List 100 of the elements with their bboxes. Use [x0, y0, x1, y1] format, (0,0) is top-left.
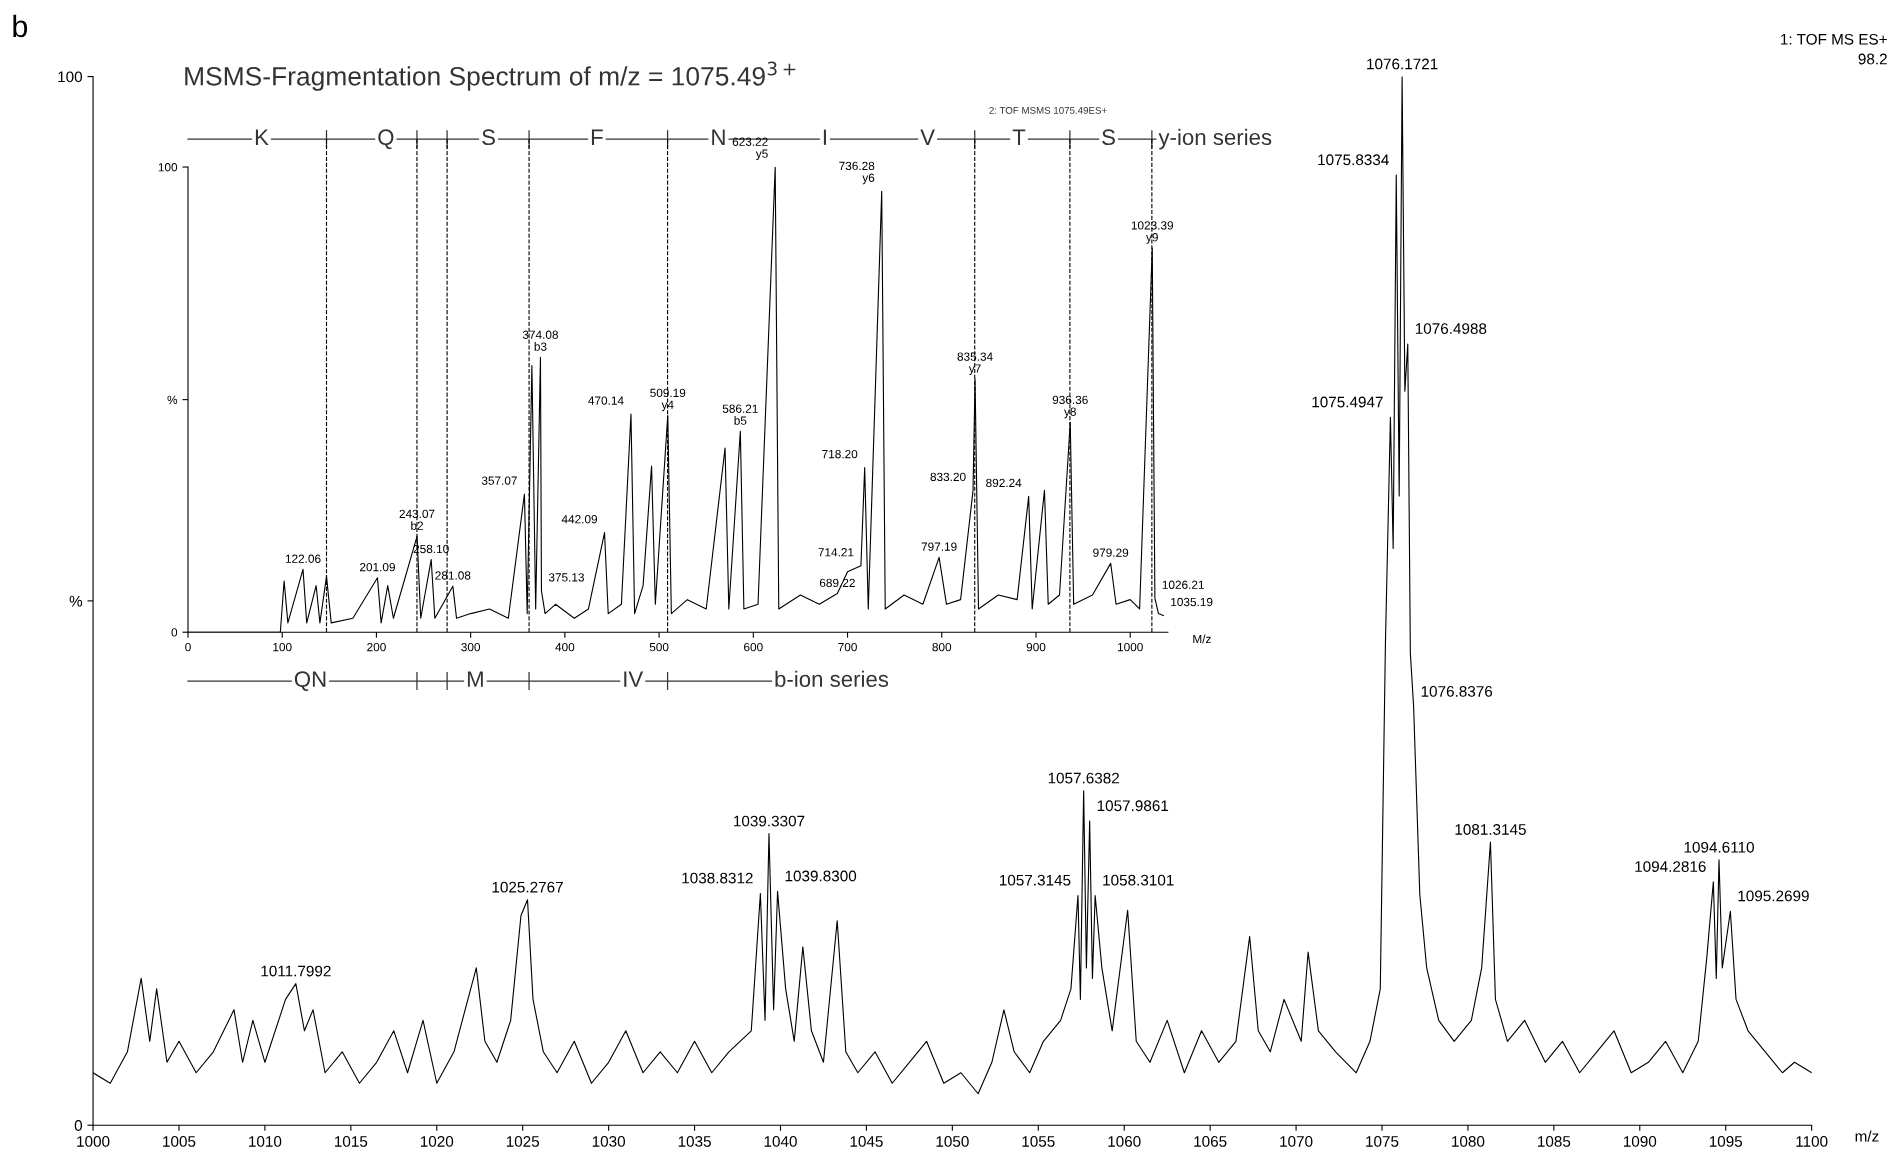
x-tick-label: 1000 — [1117, 642, 1143, 652]
x-tick-label: 1075 — [1366, 1136, 1399, 1147]
annotation: 1026.21 — [1162, 580, 1204, 589]
x-axis-title: m/z — [1855, 1130, 1879, 1142]
x-tick-label: 1050 — [936, 1136, 969, 1147]
x-tick-label: 1070 — [1280, 1136, 1313, 1147]
annotation: 586.21 b5 — [722, 404, 758, 425]
x-tick-label: 1010 — [249, 1136, 282, 1147]
x-tick-label: 900 — [1026, 642, 1046, 652]
annotation: 1057.3145 — [999, 874, 1071, 886]
annotation: 509.19 y4 — [650, 388, 686, 412]
x-tick-label: 100 — [273, 642, 292, 652]
annotation: 835.34 y7 — [957, 352, 993, 375]
annotation: 1058.3101 — [1103, 874, 1174, 886]
annotation: 892.24 — [986, 478, 1022, 488]
annotation: QN — [294, 671, 326, 691]
x-tick-label: 1060 — [1108, 1136, 1141, 1147]
x-tick-label: 1025 — [506, 1136, 540, 1147]
annotation: 718.20 — [822, 449, 858, 459]
annotation: 2: TOF MSMS 1075.49ES+ — [989, 106, 1107, 114]
annotation: 1076.8376 — [1421, 686, 1493, 697]
text: 98.2 — [1858, 53, 1887, 65]
annotation: 1039.8300 — [785, 870, 857, 882]
annotation: 243.07 b2 — [399, 509, 435, 530]
x-tick-label: 1095 — [1709, 1136, 1743, 1147]
y-tick-label: 0 — [74, 1120, 83, 1131]
x-tick-label: 1040 — [764, 1136, 797, 1147]
x-tick-label: 1055 — [1022, 1136, 1055, 1147]
annotation: 736.28 y6 — [839, 161, 875, 185]
x-tick-label: 1015 — [335, 1136, 368, 1147]
annotation: 1075.8334 — [1318, 154, 1389, 166]
x-tick-label: 0 — [185, 642, 191, 652]
annotation: N — [712, 129, 725, 145]
annotation: 357.07 — [481, 476, 517, 485]
x-tick-label: 1035 — [678, 1136, 711, 1147]
annotation: b-ion series — [775, 670, 889, 688]
annotation: F — [591, 129, 603, 145]
annotation: y-ion series — [1158, 128, 1272, 150]
annotation: K — [255, 129, 269, 145]
annotation: 1057.6382 — [1048, 772, 1119, 784]
x-tick-label: 500 — [649, 642, 669, 652]
x-tick-label: 300 — [461, 642, 481, 652]
x-tick-label: 700 — [838, 642, 857, 652]
text: b — [13, 14, 28, 38]
x-tick-label: 1065 — [1194, 1136, 1227, 1147]
y-tick-label: % — [167, 395, 178, 404]
annotation: 1076.1721 — [1367, 58, 1438, 70]
annotation: 623.22 y5 — [732, 137, 768, 161]
annotation: 1038.8312 — [682, 872, 753, 884]
annotation: 1081.3145 — [1455, 824, 1526, 835]
y-tick-label: 100 — [58, 71, 83, 83]
annotation: 1035.19 — [1171, 597, 1213, 607]
text: 1: TOF MS ES+ — [1781, 33, 1887, 45]
x-tick-label: 1100 — [1796, 1136, 1828, 1147]
x-axis-title: M/z — [1193, 634, 1211, 644]
annotation: 1011.7992 — [261, 965, 331, 977]
annotation: 374.08 b3 — [522, 330, 558, 351]
x-tick-label: 1090 — [1623, 1136, 1657, 1147]
annotation: T — [1012, 129, 1026, 145]
annotation: 714.21 — [818, 548, 854, 557]
annotation: 281.08 — [435, 571, 471, 580]
annotation: 1075.4947 — [1312, 396, 1383, 408]
x-tick-label: 1005 — [163, 1136, 196, 1147]
annotation: 1057.9861 — [1097, 800, 1169, 812]
x-tick-label: 800 — [932, 642, 952, 652]
annotation: 797.19 — [921, 542, 957, 551]
annotation: S — [1102, 129, 1115, 146]
x-tick-label: 1080 — [1452, 1136, 1485, 1147]
x-tick-label: 1085 — [1538, 1136, 1571, 1147]
x-tick-label: 400 — [555, 642, 575, 652]
annotation: 1076.4988 — [1415, 323, 1487, 334]
x-tick-label: 600 — [744, 642, 763, 652]
annotation: S — [482, 129, 495, 146]
annotation: I — [823, 129, 826, 145]
x-tick-label: 1045 — [850, 1136, 883, 1147]
annotation: 201.09 — [360, 562, 395, 572]
annotation: 1094.6110 — [1684, 841, 1754, 853]
annotation: 122.06 — [285, 554, 321, 563]
annotation: V — [920, 129, 935, 145]
annotation: M — [467, 671, 483, 687]
x-tick-label: 1000 — [77, 1136, 110, 1147]
x-tick-label: 1020 — [420, 1136, 454, 1147]
annotation: 442.09 — [561, 515, 598, 524]
annotation: 1023.39 y9 — [1131, 221, 1174, 244]
annotation: 936.36 y8 — [1052, 395, 1088, 419]
annotation: 1025.2767 — [492, 881, 563, 893]
y-tick-label: % — [69, 595, 83, 607]
annotation: 1039.3307 — [734, 815, 805, 827]
annotation: 1095.2699 — [1738, 890, 1809, 902]
x-tick-label: 200 — [367, 642, 386, 652]
annotation: 979.29 — [1093, 548, 1129, 557]
annotation: Q — [378, 129, 394, 150]
annotation: 1094.2816 — [1635, 861, 1706, 872]
y-tick-label: 100 — [158, 163, 178, 172]
annotation: 470.14 — [588, 396, 624, 405]
chart-title: MSMS-Fragmentation Spectrum of m/z = 1075.49$^{3+}$ — [185, 61, 796, 91]
annotation: 375.13 — [548, 573, 584, 582]
y-tick-label: 0 — [171, 628, 178, 637]
annotation: IV — [624, 671, 644, 687]
annotation: 833.20 — [930, 472, 966, 482]
